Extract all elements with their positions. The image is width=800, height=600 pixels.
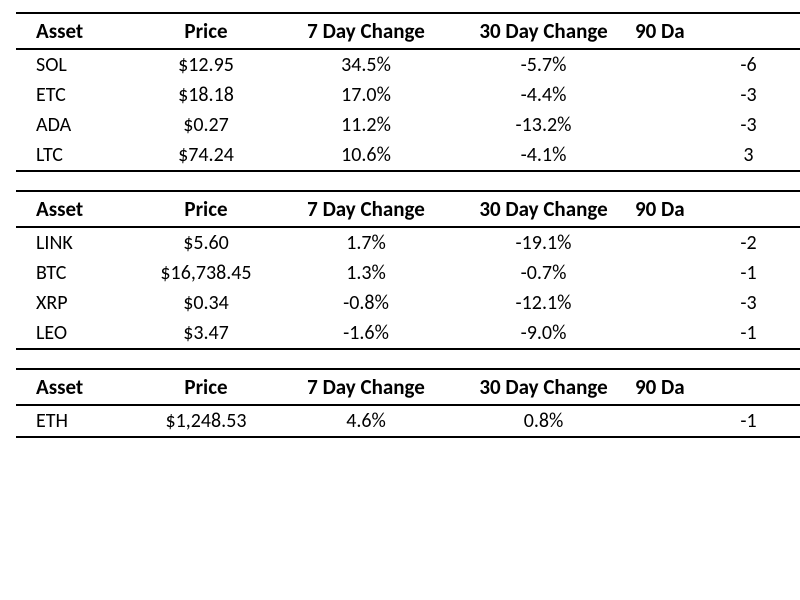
cell-30day: 0.8% [456,405,631,437]
asset-table: Asset Price 7 Day Change 30 Day Change 9… [16,12,800,172]
cell-7day: 1.3% [276,258,456,288]
cell-price: $12.95 [136,49,276,80]
cell-7day: 4.6% [276,405,456,437]
cell-90day: -6 [631,49,800,80]
cell-90day: -1 [631,405,800,437]
col-header-price: Price [136,369,276,405]
cell-asset: LTC [16,140,136,171]
table-header-row: Asset Price 7 Day Change 30 Day Change 9… [16,369,800,405]
cell-30day: -9.0% [456,318,631,349]
col-header-7day: 7 Day Change [276,191,456,227]
col-header-30day: 30 Day Change [456,191,631,227]
table-row: ETH $1,248.53 4.6% 0.8% -1 [16,405,800,437]
table-header-row: Asset Price 7 Day Change 30 Day Change 9… [16,191,800,227]
cell-90day: 3 [631,140,800,171]
cell-price: $3.47 [136,318,276,349]
cell-7day: 11.2% [276,110,456,140]
table-row: ADA $0.27 11.2% -13.2% -3 [16,110,800,140]
asset-table-group-3: Asset Price 7 Day Change 30 Day Change 9… [16,368,800,438]
cell-asset: ETC [16,80,136,110]
cell-price: $16,738.45 [136,258,276,288]
cell-90day: -3 [631,288,800,318]
cell-7day: 1.7% [276,227,456,258]
cell-price: $5.60 [136,227,276,258]
cell-90day: -2 [631,227,800,258]
cell-price: $1,248.53 [136,405,276,437]
cell-asset: ADA [16,110,136,140]
cell-7day: -0.8% [276,288,456,318]
cell-90day: -1 [631,258,800,288]
cell-price: $74.24 [136,140,276,171]
asset-table-group-2: Asset Price 7 Day Change 30 Day Change 9… [16,190,800,350]
cell-price: $0.34 [136,288,276,318]
col-header-30day: 30 Day Change [456,369,631,405]
table-row: ETC $18.18 17.0% -4.4% -3 [16,80,800,110]
table-row: LTC $74.24 10.6% -4.1% 3 [16,140,800,171]
cell-asset: SOL [16,49,136,80]
cell-asset: ETH [16,405,136,437]
col-header-90day: 90 Da [631,13,800,49]
col-header-7day: 7 Day Change [276,13,456,49]
cell-30day: -19.1% [456,227,631,258]
cell-asset: XRP [16,288,136,318]
table-row: BTC $16,738.45 1.3% -0.7% -1 [16,258,800,288]
cell-7day: 34.5% [276,49,456,80]
table-header-row: Asset Price 7 Day Change 30 Day Change 9… [16,13,800,49]
col-header-asset: Asset [16,191,136,227]
table-row: XRP $0.34 -0.8% -12.1% -3 [16,288,800,318]
cell-7day: 10.6% [276,140,456,171]
cell-30day: -12.1% [456,288,631,318]
asset-table-group-1: Asset Price 7 Day Change 30 Day Change 9… [16,12,800,172]
cell-30day: -4.1% [456,140,631,171]
col-header-90day: 90 Da [631,191,800,227]
table-row: LINK $5.60 1.7% -19.1% -2 [16,227,800,258]
cell-asset: LINK [16,227,136,258]
cell-30day: -0.7% [456,258,631,288]
cell-7day: 17.0% [276,80,456,110]
cell-30day: -5.7% [456,49,631,80]
cell-asset: BTC [16,258,136,288]
cell-90day: -1 [631,318,800,349]
cell-7day: -1.6% [276,318,456,349]
cell-90day: -3 [631,80,800,110]
table-row: LEO $3.47 -1.6% -9.0% -1 [16,318,800,349]
asset-table: Asset Price 7 Day Change 30 Day Change 9… [16,190,800,350]
col-header-price: Price [136,191,276,227]
cell-90day: -3 [631,110,800,140]
table-row: SOL $12.95 34.5% -5.7% -6 [16,49,800,80]
col-header-7day: 7 Day Change [276,369,456,405]
col-header-30day: 30 Day Change [456,13,631,49]
cell-30day: -4.4% [456,80,631,110]
col-header-90day: 90 Da [631,369,800,405]
cell-price: $0.27 [136,110,276,140]
col-header-price: Price [136,13,276,49]
col-header-asset: Asset [16,13,136,49]
cell-price: $18.18 [136,80,276,110]
cell-asset: LEO [16,318,136,349]
col-header-asset: Asset [16,369,136,405]
cell-30day: -13.2% [456,110,631,140]
asset-table: Asset Price 7 Day Change 30 Day Change 9… [16,368,800,438]
